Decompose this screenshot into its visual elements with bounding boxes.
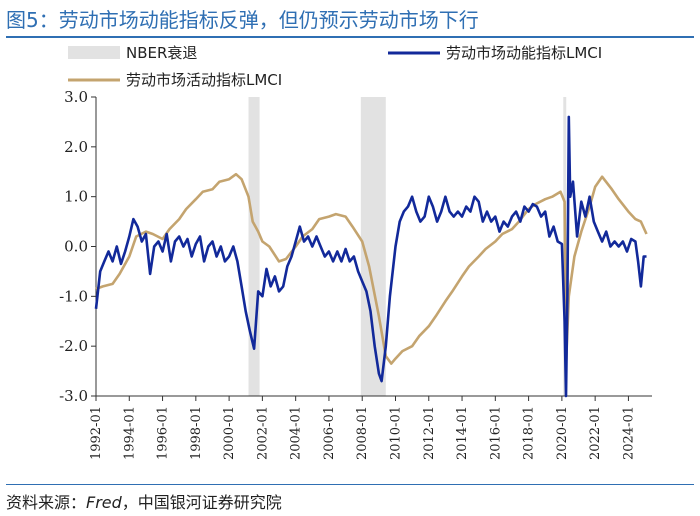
x-tick-label: 2012-01 (422, 406, 437, 460)
legend-swatch-recession (68, 46, 120, 59)
x-tick-label: 2020-01 (555, 406, 570, 460)
x-tick-label: 2016-01 (488, 406, 503, 460)
legend-label-recession: NBER衰退 (126, 44, 197, 62)
x-tick-label: 2006-01 (322, 406, 337, 460)
legend-label-activity: 劳动市场活动指标LMCI (126, 71, 282, 89)
legend: NBER衰退 劳动市场动能指标LMCI 劳动市场活动指标LMCI (68, 44, 602, 89)
x-tick-label: 2010-01 (388, 406, 403, 460)
y-tick-label: -2.0 (59, 337, 88, 355)
recession-band-2 (360, 97, 386, 396)
x-tick-label: 2000-01 (222, 406, 237, 460)
recession-band-1 (248, 97, 260, 396)
source-fred: Fred (86, 493, 122, 512)
x-tick-label: 2014-01 (455, 406, 470, 460)
y-tick-label: 0.0 (64, 238, 88, 256)
x-tick-label: 2022-01 (588, 406, 603, 460)
recession-bands (248, 97, 567, 396)
y-tick-label: 1.0 (64, 188, 88, 206)
y-tick-label: -1.0 (59, 287, 88, 305)
x-tick-label: 1996-01 (156, 406, 171, 460)
x-tick-label: 2018-01 (522, 406, 537, 460)
x-tick-label: 1998-01 (189, 406, 204, 460)
source-suffix: ，中国银河证券研究院 (121, 493, 282, 512)
source-divider (6, 484, 694, 485)
legend-label-momentum: 劳动市场动能指标LMCI (446, 44, 602, 62)
x-tick-label: 2004-01 (289, 406, 304, 460)
source-note: 资料来源：Fred，中国银河证券研究院 (6, 489, 282, 513)
y-tick-label: -3.0 (59, 387, 88, 405)
series-lines (94, 115, 648, 398)
x-tick-label: 2002-01 (255, 406, 270, 460)
chart-title: 图5：劳动市场动能指标反弹，但仍预示劳动市场下行 (6, 8, 479, 32)
source-prefix: 资料来源： (6, 493, 87, 512)
y-tick-label: 2.0 (64, 138, 88, 156)
x-tick-label: 2024-01 (621, 406, 636, 460)
series-line-momentum (94, 115, 647, 398)
x-tick-label: 1992-01 (89, 406, 104, 460)
title-divider (6, 36, 694, 38)
x-tick-label: 2008-01 (355, 406, 370, 460)
y-tick-label: 3.0 (64, 88, 88, 106)
x-tick-label: 1994-01 (122, 406, 137, 460)
